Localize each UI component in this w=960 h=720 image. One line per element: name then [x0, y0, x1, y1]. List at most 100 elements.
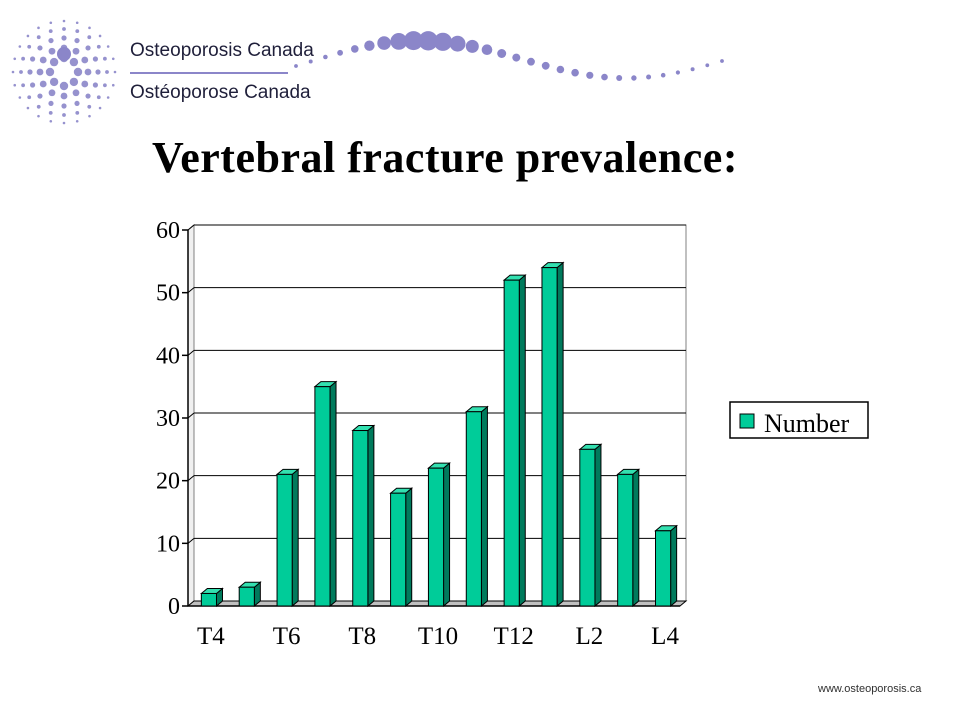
logo-dot	[27, 69, 33, 75]
logo-dot	[75, 119, 79, 123]
gridline-depth	[187, 287, 195, 294]
logo-dot	[13, 57, 17, 61]
logo-dot	[48, 100, 54, 107]
bar-side	[632, 468, 640, 608]
logo-dot	[27, 44, 32, 49]
logo-dot	[37, 45, 43, 51]
logo-dot	[73, 67, 83, 77]
bar-side	[556, 261, 564, 608]
footer-url: www.osteoporosis.ca	[818, 683, 922, 695]
logo-dot	[39, 56, 47, 64]
bar-l1	[540, 261, 565, 608]
logo-dot	[61, 35, 67, 41]
wave-dot	[705, 63, 710, 68]
y-tick-label: 50	[156, 281, 180, 307]
logo-dot	[60, 92, 68, 100]
logo-dot	[106, 96, 110, 99]
logo-dot	[36, 68, 44, 76]
bar-t10	[427, 462, 451, 608]
logo-dot	[21, 83, 26, 88]
wave-dot	[631, 75, 637, 81]
wave-dot	[433, 32, 452, 51]
logo-dot	[72, 89, 80, 97]
wave-dot	[323, 54, 328, 60]
chart-legend: Number	[729, 401, 869, 439]
org-name-divider	[130, 72, 288, 74]
logo-dot	[36, 35, 41, 40]
logo-dot	[49, 119, 53, 123]
logo-dot	[18, 96, 22, 99]
logo-dot	[98, 34, 102, 38]
logo-dot	[74, 100, 80, 107]
bar-front	[200, 592, 217, 607]
logo-dot	[37, 26, 40, 30]
logo-dot	[72, 47, 80, 55]
logo-dot	[59, 53, 69, 63]
logo-dot	[21, 56, 26, 61]
logo-dot	[37, 93, 43, 99]
x-tick-label: T8	[348, 623, 376, 650]
logo-dot	[62, 121, 66, 125]
logo-dot	[87, 104, 92, 109]
logo-dot	[96, 95, 101, 100]
x-tick-label: T6	[273, 623, 301, 650]
logo-dot	[26, 34, 30, 38]
logo-dot	[29, 56, 36, 62]
bar-t12	[502, 274, 527, 608]
wave-dot	[556, 65, 565, 74]
logo-dot	[29, 82, 36, 88]
logo-dot	[37, 114, 40, 118]
bar-front	[541, 267, 558, 607]
logo-dot	[75, 21, 79, 25]
wave-dot	[449, 35, 466, 52]
logo-dot	[62, 113, 66, 117]
wave-dot	[497, 49, 507, 58]
logo-dot	[111, 57, 115, 61]
bar-front	[427, 467, 445, 607]
wave-dot	[690, 67, 695, 72]
bar-t5	[237, 581, 262, 608]
logo-dot	[85, 93, 91, 99]
logo-dot	[113, 70, 117, 74]
logo-dot	[48, 110, 53, 115]
x-tick-label: L2	[575, 623, 603, 650]
logo-dot	[88, 114, 91, 118]
wave-dot	[294, 64, 298, 68]
bar-t4	[199, 587, 224, 608]
wave-dot	[308, 59, 313, 64]
wave-dot	[377, 36, 391, 50]
bar-front	[352, 430, 369, 607]
gridline-depth	[187, 412, 195, 419]
logo-dot	[81, 80, 89, 88]
gridline-depth	[187, 224, 195, 231]
x-tick-label: T4	[197, 623, 225, 650]
logo-dot	[69, 77, 79, 87]
wave-dot	[541, 61, 550, 70]
bar-l3	[616, 468, 641, 608]
bar-side	[670, 524, 678, 608]
logo-dot	[61, 103, 67, 109]
bar-t11	[464, 405, 489, 608]
wave-dot	[675, 70, 681, 75]
logo-dot	[92, 56, 99, 62]
logo-dot	[60, 44, 68, 52]
wave-dot	[601, 73, 608, 81]
logo-dot	[75, 110, 80, 115]
bar-l2	[578, 443, 603, 608]
logo-dot	[27, 95, 32, 100]
bar-front	[617, 473, 634, 607]
x-tick-label: T12	[494, 623, 534, 650]
logo-dot	[49, 77, 59, 87]
logo-dot	[18, 45, 22, 48]
bar-front	[276, 473, 293, 607]
plot-area: 0 10 20 30 40 50 60	[156, 218, 688, 620]
wave-dot	[364, 40, 375, 51]
logo-dot	[45, 67, 55, 77]
logo-dot	[105, 70, 109, 74]
logo-dot	[62, 19, 66, 23]
logo-dot	[48, 29, 53, 34]
wave-dot	[351, 45, 359, 53]
logo-dot	[48, 89, 56, 97]
bar-side	[480, 405, 488, 608]
gridline-depth	[187, 475, 195, 482]
